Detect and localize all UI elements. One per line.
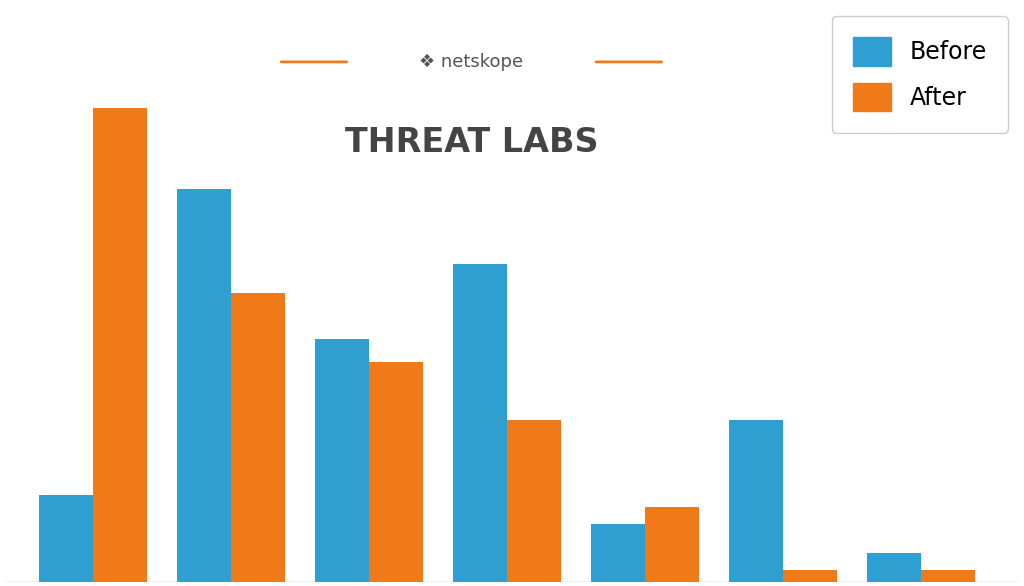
Bar: [314, 339, 369, 582]
Bar: [93, 108, 147, 582]
Bar: [591, 524, 645, 582]
Bar: [729, 420, 783, 582]
Legend: Before, After: Before, After: [831, 16, 1008, 132]
Text: ❖ netskope: ❖ netskope: [419, 53, 523, 71]
Bar: [39, 495, 93, 582]
Bar: [369, 362, 423, 582]
Bar: [922, 570, 976, 582]
Bar: [645, 507, 699, 582]
Text: THREAT LABS: THREAT LABS: [345, 127, 598, 159]
Bar: [783, 570, 838, 582]
Bar: [231, 293, 286, 582]
Bar: [453, 264, 507, 582]
Bar: [507, 420, 561, 582]
Bar: [867, 553, 922, 582]
Bar: [177, 189, 231, 582]
